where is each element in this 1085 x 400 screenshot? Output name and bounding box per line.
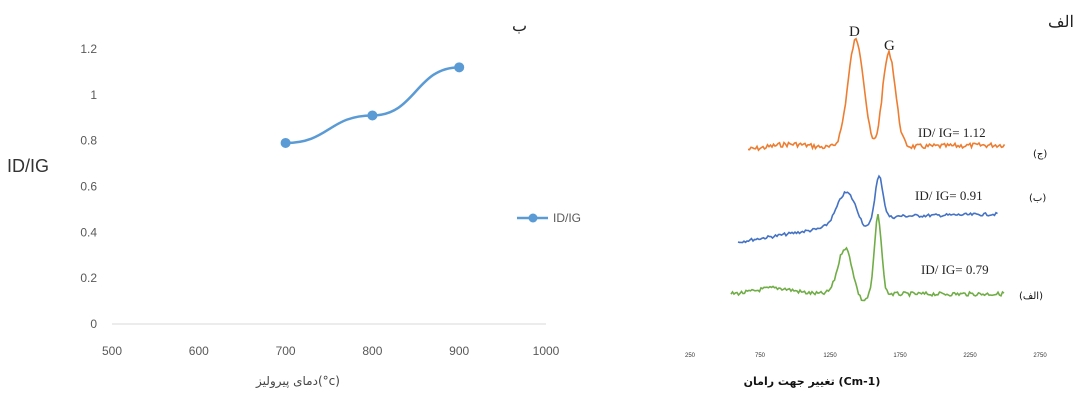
raman-x-tick-label: 2750 [1033, 353, 1047, 359]
ratio-label-b: ID/ IG= 0.91 [915, 188, 983, 203]
legend-label: ID/IG [553, 211, 581, 225]
raman-curves [730, 37, 1006, 302]
x-tick-label: 800 [362, 344, 382, 358]
ratio-label-c: ID/ IG= 1.12 [918, 125, 986, 140]
raman-x-tick-label: 1750 [893, 353, 907, 359]
series-points [280, 62, 465, 148]
curve-label-c: (ج) [1033, 149, 1047, 160]
raman-x-tick-labels: 250 750 1250 1750 2250 2750 [685, 353, 1047, 359]
raman-x-tick-label: 2250 [963, 353, 977, 359]
x-tick-label: 700 [276, 344, 296, 358]
y-tick-label: 0.4 [80, 225, 97, 239]
raman-x-axis-title: تغییر جهت رامان (Cm-1) [744, 375, 881, 388]
peak-label-g: G [884, 38, 895, 54]
x-tick-label: 1000 [533, 344, 560, 358]
raman-spectrum-2 [730, 213, 1005, 302]
x-axis-title: دمای پیرولیز(°c) [255, 374, 340, 389]
series-line-id-ig [285, 66, 460, 145]
x-tick-label: 500 [102, 344, 122, 358]
curve-label-a: (الف) [1019, 291, 1043, 302]
y-tick-label: 0 [90, 317, 97, 331]
y-tick-label: 0.2 [80, 271, 97, 285]
y-tick-label: 1 [90, 88, 97, 102]
y-tick-label: 1.2 [80, 42, 97, 56]
y-tick-labels: 0 0.2 0.4 0.6 0.8 1 1.2 [80, 42, 97, 331]
panel-label-a: الف [1048, 14, 1074, 31]
y-tick-label: 0.6 [80, 180, 97, 194]
x-tick-label: 600 [189, 344, 209, 358]
ratio-label-a: ID/ IG= 0.79 [921, 262, 989, 277]
raman-x-tick-label: 1250 [823, 353, 837, 359]
x-tick-labels: 500 600 700 800 900 1000 [102, 344, 560, 358]
data-point [367, 110, 378, 121]
y-tick-label: 0.8 [80, 134, 97, 148]
y-axis-title: ID/IG [7, 156, 49, 176]
peak-label-d: D [849, 24, 860, 40]
raman-spectrum-0 [747, 37, 1006, 152]
legend-marker [528, 213, 538, 223]
curve-label-b: (ب) [1029, 193, 1046, 204]
panel-label-b: ب [512, 18, 528, 35]
raman-x-tick-label: 750 [755, 353, 766, 359]
x-tick-label: 900 [449, 344, 469, 358]
data-point [454, 62, 465, 73]
legend: ID/IG [517, 211, 581, 225]
raman-x-tick-label: 250 [685, 353, 696, 359]
raman-spectrum-1 [737, 174, 998, 244]
data-point [280, 137, 291, 148]
id-ig-line-chart: 0 0.2 0.4 0.6 0.8 1 1.2 500 600 700 800 900 1000 ID… [7, 42, 581, 389]
